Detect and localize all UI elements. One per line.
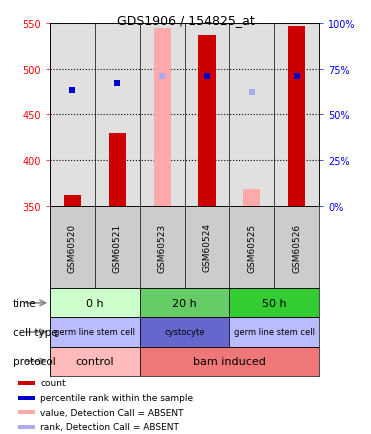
Bar: [50, 289, 140, 318]
Text: GSM60526: GSM60526: [292, 223, 301, 272]
Bar: [50, 347, 140, 376]
Bar: [243, 190, 260, 206]
Text: 0 h: 0 h: [86, 298, 104, 308]
Text: germ line stem cell: germ line stem cell: [234, 328, 315, 337]
Bar: [18, 381, 35, 385]
Text: 20 h: 20 h: [172, 298, 197, 308]
Text: cell type: cell type: [13, 327, 58, 337]
Bar: [64, 195, 81, 206]
Bar: [18, 425, 35, 429]
Bar: [229, 318, 319, 347]
Text: GSM60524: GSM60524: [203, 223, 211, 272]
Bar: [288, 26, 305, 206]
Text: GDS1906 / 154825_at: GDS1906 / 154825_at: [116, 14, 255, 27]
Bar: [50, 318, 140, 347]
Text: GSM60525: GSM60525: [247, 223, 256, 272]
Text: GSM60521: GSM60521: [113, 223, 122, 272]
Bar: [198, 36, 216, 206]
Bar: [140, 318, 229, 347]
Text: 50 h: 50 h: [262, 298, 286, 308]
Text: time: time: [13, 298, 37, 308]
Text: GSM60523: GSM60523: [158, 223, 167, 272]
Bar: [140, 289, 229, 318]
Bar: [18, 396, 35, 400]
Text: control: control: [76, 356, 114, 366]
Text: bam induced: bam induced: [193, 356, 266, 366]
Text: cystocyte: cystocyte: [164, 328, 205, 337]
Text: count: count: [40, 378, 66, 388]
Bar: [140, 347, 319, 376]
Bar: [18, 410, 35, 414]
Text: percentile rank within the sample: percentile rank within the sample: [40, 393, 193, 402]
Bar: [154, 30, 171, 206]
Bar: [229, 289, 319, 318]
Bar: [109, 133, 126, 206]
Text: protocol: protocol: [13, 356, 56, 366]
Text: germ line stem cell: germ line stem cell: [55, 328, 135, 337]
Bar: [243, 192, 260, 206]
Text: GSM60520: GSM60520: [68, 223, 77, 272]
Text: value, Detection Call = ABSENT: value, Detection Call = ABSENT: [40, 408, 184, 417]
Text: rank, Detection Call = ABSENT: rank, Detection Call = ABSENT: [40, 422, 179, 431]
